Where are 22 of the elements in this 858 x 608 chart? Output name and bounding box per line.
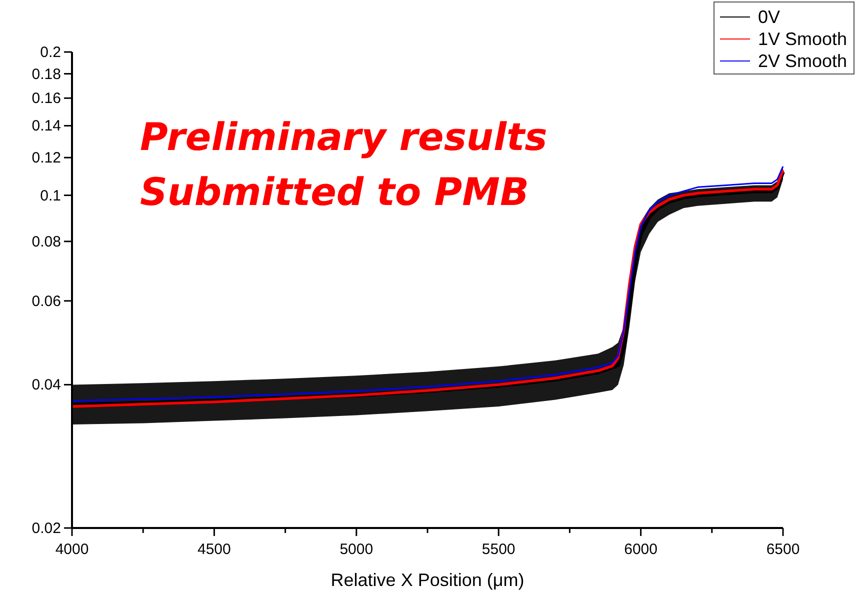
x-tick-label: 4500 xyxy=(198,541,231,558)
x-axis-title: Relative X Position (μm) xyxy=(330,570,524,590)
legend-label: 2V Smooth xyxy=(758,51,848,71)
y-tick-label: 0.06 xyxy=(32,292,61,310)
annotation: Preliminary results xyxy=(140,115,548,159)
x-tick-label: 6000 xyxy=(624,541,658,558)
y-tick-label: 0.18 xyxy=(32,66,61,83)
y-tick-label: 0.16 xyxy=(32,90,61,108)
y-tick-label: 0.12 xyxy=(32,150,61,167)
legend-label: 1V Smooth xyxy=(758,29,848,49)
x-tick-label: 5000 xyxy=(340,541,374,558)
x-tick-label: 4000 xyxy=(55,541,89,558)
x-tick-label: 6500 xyxy=(766,541,800,558)
annotation: Submitted to PMB xyxy=(140,170,529,214)
legend-label: 0V xyxy=(758,7,780,27)
y-tick-label: 0.08 xyxy=(32,233,61,250)
y-tick-label: 0.04 xyxy=(32,376,61,394)
y-tick-label: 0.14 xyxy=(32,118,61,135)
y-tick-label: 0.02 xyxy=(32,520,61,537)
y-tick-label: 0.1 xyxy=(40,187,61,204)
y-tick-label: 0.2 xyxy=(40,44,61,61)
x-tick-label: 5500 xyxy=(482,541,516,558)
